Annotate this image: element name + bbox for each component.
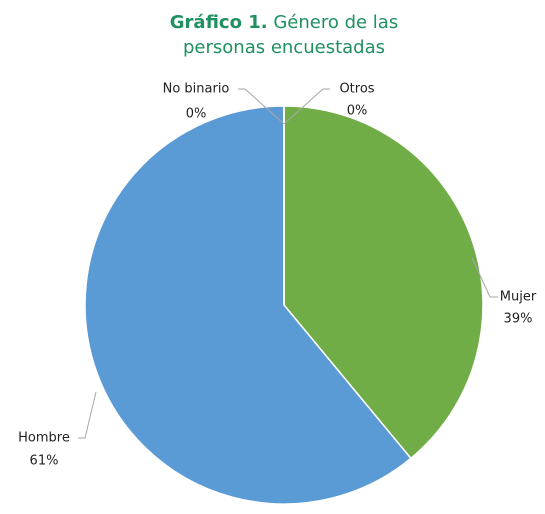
value-label: 61% — [30, 454, 59, 469]
leader-line — [78, 391, 97, 439]
value-label: 0% — [347, 104, 368, 119]
category-label: Hombre — [18, 431, 70, 446]
category-label: Otros — [339, 82, 374, 97]
chart-title: Gráfico 1. Género de las personas encues… — [150, 10, 418, 60]
title-lead: Gráfico 1. — [169, 12, 268, 33]
category-label: Mujer — [500, 290, 537, 305]
leader-line — [238, 88, 285, 125]
title-text: Género de las personas encuestadas — [183, 12, 399, 58]
leader-line — [283, 88, 330, 125]
pie-slice — [84, 105, 412, 505]
leader-line — [471, 257, 498, 298]
value-label: 39% — [504, 312, 533, 327]
category-label: No binario — [163, 82, 230, 97]
pie-slice — [283, 105, 484, 460]
value-label: 0% — [186, 107, 207, 122]
